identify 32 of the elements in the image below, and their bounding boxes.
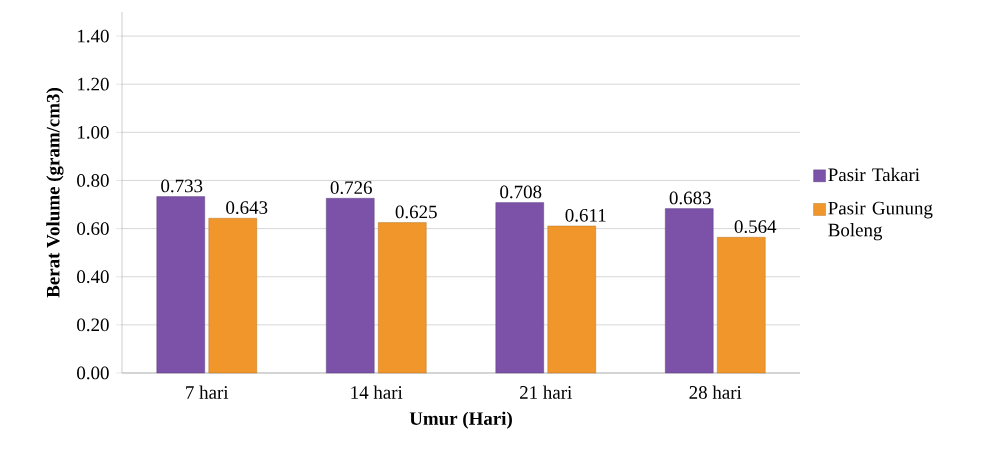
y-tick-label: 1.00: [78, 125, 109, 139]
y-tick-label: 0.60: [77, 222, 109, 236]
data-label: 0.708: [500, 185, 542, 199]
x-tick-label: 28 hari: [689, 385, 742, 399]
data-label: 0.726: [330, 181, 372, 195]
x-tick-label: 14 hari: [351, 385, 403, 399]
data-label: 0.611: [565, 208, 606, 222]
y-axis-title: Berat Volume (gram/cm3): [46, 88, 64, 298]
legend-label: Pasir Gunung Boleng: [828, 201, 933, 241]
y-tick-label: 0.00: [77, 366, 109, 380]
bar: [378, 222, 427, 374]
data-label: 0.643: [226, 201, 268, 215]
y-tick-label: 0.40: [77, 270, 109, 284]
bar: [547, 225, 596, 374]
bar: [208, 218, 257, 374]
data-label: 0.625: [395, 205, 437, 219]
legend-label: Pasir Takari: [828, 167, 920, 182]
bar: [156, 196, 205, 374]
y-tick-label: 0.80: [77, 174, 109, 187]
data-label: 0.733: [161, 179, 203, 193]
y-tick-label: 1.40: [78, 29, 109, 43]
data-label: 0.564: [734, 220, 777, 234]
x-tick-label: 7 hari: [186, 385, 229, 399]
bar: [495, 202, 544, 374]
y-tick-label: 1.20: [78, 77, 109, 91]
bar: [717, 237, 766, 374]
bar: [665, 208, 714, 374]
data-label: 0.683: [669, 191, 711, 205]
bar: [326, 198, 375, 374]
x-axis-title: Umur (Hari): [409, 411, 512, 429]
y-tick-label: 0.20: [77, 318, 109, 332]
x-tick-label: 21 hari: [520, 385, 572, 399]
